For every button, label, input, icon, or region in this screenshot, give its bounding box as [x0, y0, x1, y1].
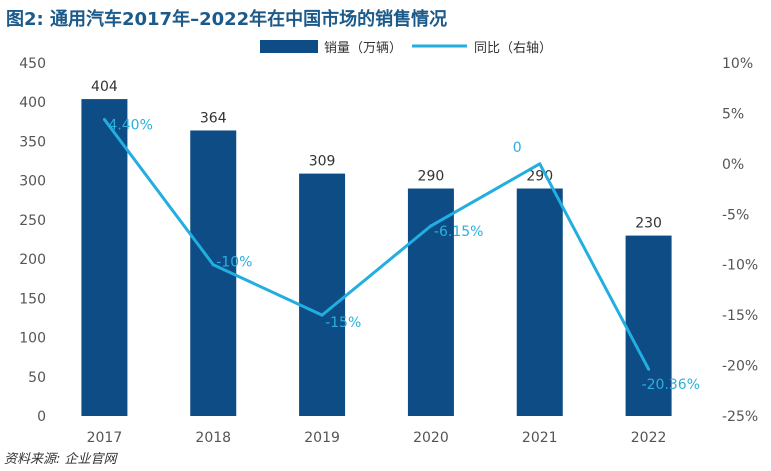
right-tick-label: -5%	[722, 207, 749, 223]
yoy-value-label: -20.36%	[642, 377, 700, 393]
yoy-point-2020	[429, 224, 433, 228]
bar-value-label: 230	[635, 216, 662, 232]
yoy-point-2017	[102, 117, 106, 121]
chart-title: 图2: 通用汽车2017年–2022年在中国市场的销售情况	[6, 9, 448, 30]
bar-value-label: 404	[91, 79, 118, 95]
left-tick-label: 350	[19, 134, 46, 150]
legend: 销量（万辆） 同比（右轴）	[260, 40, 552, 56]
left-tick-label: 50	[28, 370, 46, 386]
bar-2020	[407, 188, 454, 416]
bar-value-label: 290	[418, 169, 445, 185]
right-tick-label: 5%	[722, 106, 744, 122]
yoy-value-label: -6.15%	[434, 224, 484, 240]
yoy-line	[103, 118, 650, 370]
left-tick-label: 400	[19, 95, 46, 111]
yoy-point-2022	[647, 367, 651, 371]
right-tick-label: 0%	[722, 157, 744, 173]
line-data-labels: 4.40% -10% -15% -6.15% 0 -20.36%	[108, 117, 700, 393]
right-tick-label: 10%	[722, 56, 753, 72]
x-tick-label: 2019	[304, 430, 340, 446]
bar-value-label: 309	[309, 154, 336, 170]
x-tick-label: 2022	[631, 430, 667, 446]
left-tick-label: 200	[19, 252, 46, 268]
legend-label-line: 同比（右轴）	[474, 41, 552, 56]
bar-value-label: 364	[200, 110, 227, 126]
right-tick-label: -10%	[722, 258, 758, 274]
right-axis-ticks: -25% -20% -15% -10% -5% 0% 5% 10%	[722, 56, 758, 425]
bar-data-labels: 404 364 309 290 290 230	[91, 79, 662, 231]
left-tick-label: 150	[19, 291, 46, 307]
right-tick-label: -25%	[722, 409, 758, 425]
left-tick-label: 450	[19, 56, 46, 72]
x-tick-label: 2017	[87, 430, 123, 446]
yoy-point-2019	[320, 313, 324, 317]
right-tick-label: -15%	[722, 308, 758, 324]
yoy-value-label: 0	[513, 140, 522, 156]
yoy-value-label: -10%	[216, 255, 252, 271]
left-axis-ticks: 0 50 100 150 200 250 300 350 400 450	[19, 56, 46, 425]
x-tick-label: 2018	[195, 430, 231, 446]
left-tick-label: 0	[37, 409, 46, 425]
bar-value-label: 290	[526, 169, 553, 185]
x-axis-ticks: 2017 2018 2019 2020 2021 2022	[87, 430, 667, 446]
left-tick-label: 100	[19, 331, 46, 347]
bar-2022	[625, 235, 672, 416]
legend-label-bar: 销量（万辆）	[324, 41, 402, 56]
yoy-point-2021	[538, 162, 542, 166]
yoy-value-label: 4.40%	[108, 117, 152, 133]
source-note: 资料来源: 企业官网	[4, 452, 117, 467]
legend-swatch-bar	[260, 40, 318, 53]
right-tick-label: -20%	[722, 359, 758, 375]
line-series	[102, 117, 651, 371]
bar-series	[81, 99, 672, 416]
yoy-value-label: -15%	[325, 315, 361, 331]
bar-2017	[81, 99, 128, 416]
x-tick-label: 2021	[522, 430, 558, 446]
bar-2019	[299, 173, 346, 416]
yoy-point-2018	[211, 263, 215, 267]
x-tick-label: 2020	[413, 430, 449, 446]
left-tick-label: 300	[19, 174, 46, 190]
bar-2021	[516, 188, 563, 416]
left-tick-label: 250	[19, 213, 46, 229]
